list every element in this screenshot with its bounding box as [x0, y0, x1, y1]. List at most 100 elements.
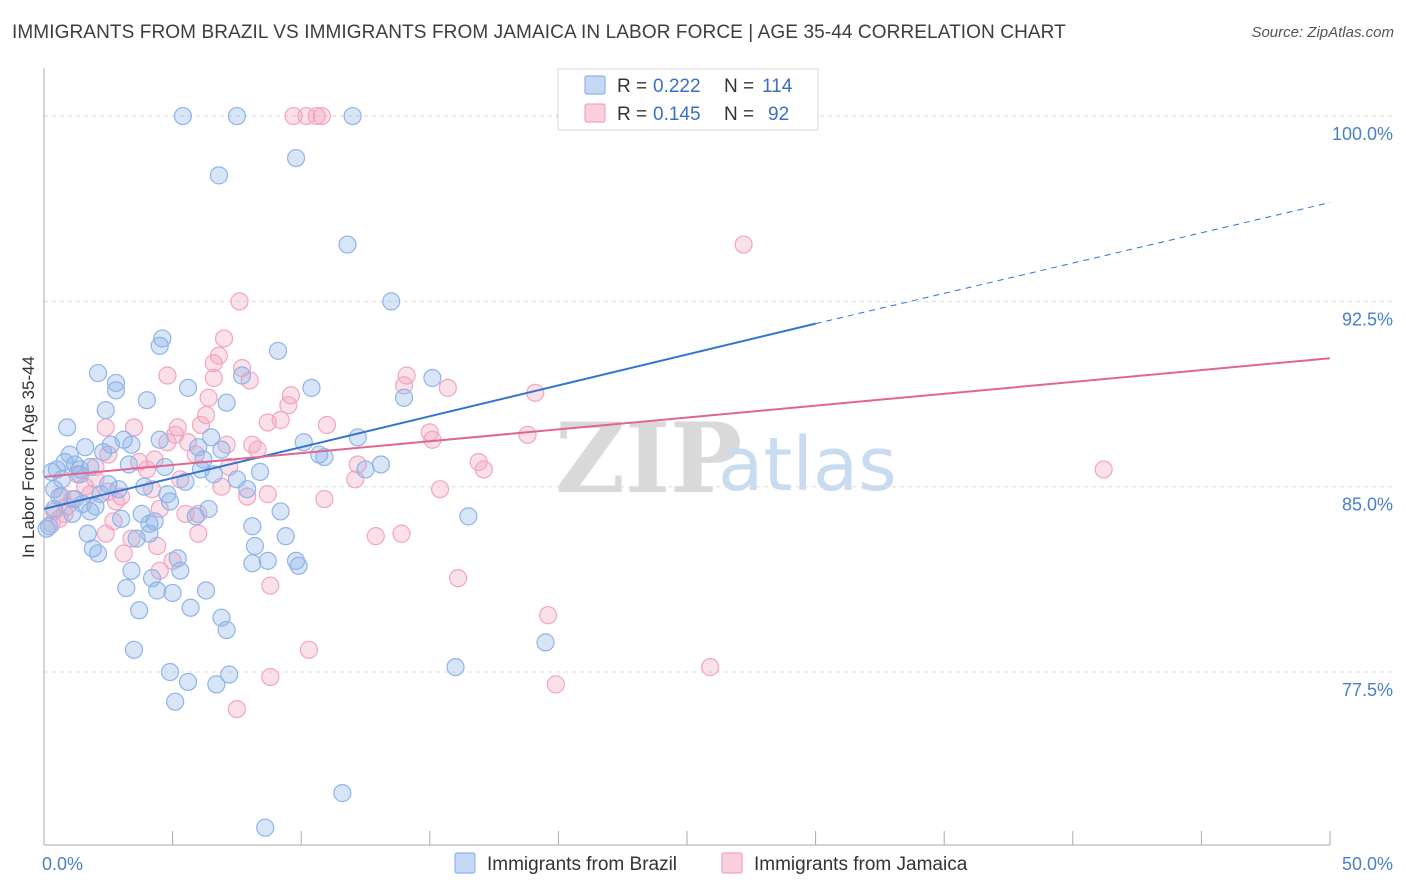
point-jamaica-42: [474, 460, 493, 479]
point-brazil-82: [536, 633, 555, 652]
point-jamaica-55: [430, 480, 450, 499]
point-brazil-107: [371, 455, 391, 474]
y-tick-label-3: 77.5%: [1342, 680, 1393, 700]
point-jamaica-3: [312, 106, 331, 126]
point-jamaica-35: [217, 435, 236, 454]
legend-r-value-jamaica: 0.145: [653, 104, 701, 125]
point-brazil-113: [199, 499, 218, 519]
point-jamaica-2: [307, 106, 326, 126]
point-brazil-91: [256, 818, 275, 837]
bottom-legend-swatch-brazil: [454, 852, 476, 874]
y-tick-label-0: 100.0%: [1332, 124, 1393, 144]
point-jamaica-20: [279, 396, 298, 415]
y-axis-label: In Labor Force | Age 35-44: [19, 356, 38, 558]
watermark-atlas: atlas: [718, 422, 897, 508]
point-jamaica-76: [539, 606, 558, 625]
y-tick-label-1: 92.5%: [1342, 309, 1393, 329]
point-brazil-54: [45, 499, 64, 519]
point-brazil-50: [160, 492, 180, 511]
point-brazil-76: [196, 581, 216, 600]
point-brazil-21: [394, 388, 414, 407]
point-brazil-12: [232, 366, 252, 385]
point-brazil-70: [289, 556, 308, 575]
point-jamaica-80: [546, 675, 565, 694]
bottom-legend-label-brazil: Immigrants from Brazil: [487, 854, 677, 875]
point-brazil-74: [117, 578, 136, 598]
series-brazil-points: [37, 106, 594, 837]
point-brazil-109: [63, 504, 82, 523]
y-tick-labels: 100.0% 92.5% 85.0% 77.5%: [1332, 124, 1393, 700]
point-brazil-101: [76, 438, 95, 457]
point-brazil-88: [207, 675, 226, 694]
point-brazil-63: [83, 539, 102, 558]
trend-lines: [43, 202, 1331, 510]
point-jamaica-21: [196, 405, 216, 425]
point-jamaica-60: [55, 504, 74, 523]
point-brazil-22: [58, 418, 77, 437]
point-brazil-78: [130, 601, 149, 620]
point-brazil-58: [243, 517, 262, 536]
legend-n-label-brazil: N =: [724, 76, 754, 97]
point-brazil-42: [356, 460, 375, 479]
point-jamaica-26: [317, 415, 337, 435]
point-jamaica-54: [315, 489, 334, 509]
point-brazil-19: [96, 401, 115, 420]
legend-n-value-brazil: 114: [762, 76, 793, 97]
point-jamaica-77: [299, 640, 319, 659]
point-brazil-87: [178, 672, 198, 692]
watermark: ZIP atlas: [555, 402, 897, 515]
point-jamaica-91: [122, 529, 141, 548]
point-brazil-68: [258, 551, 277, 570]
point-jamaica-32: [518, 425, 537, 444]
point-jamaica-67: [189, 524, 208, 543]
point-brazil-13: [302, 378, 321, 397]
point-jamaica-1: [297, 106, 316, 126]
point-jamaica-62: [189, 504, 208, 523]
point-jamaica-5: [734, 235, 753, 254]
point-brazil-97: [112, 509, 131, 528]
chart-title: IMMIGRANTS FROM BRAZIL VS IMMIGRANTS FRO…: [12, 22, 1066, 43]
trend-line-jamaica: [43, 357, 1331, 478]
point-brazil-4: [286, 148, 306, 168]
point-brazil-106: [276, 527, 295, 546]
bottom-legend: Immigrants from Brazil Immigrants from J…: [454, 852, 968, 875]
point-brazil-25: [150, 430, 169, 449]
point-jamaica-23: [258, 413, 277, 432]
point-brazil-27: [122, 435, 141, 454]
point-brazil-10: [268, 341, 288, 360]
point-brazil-85: [160, 662, 180, 682]
point-brazil-15: [423, 368, 442, 388]
point-jamaica-9: [204, 354, 223, 373]
point-brazil-20: [217, 393, 236, 412]
point-brazil-2: [343, 106, 362, 126]
point-jamaica-6: [230, 292, 249, 311]
point-brazil-11: [88, 363, 108, 383]
bottom-legend-label-jamaica: Immigrants from Jamaica: [754, 854, 968, 875]
point-brazil-17: [137, 391, 156, 410]
point-jamaica-19: [199, 388, 218, 407]
trend-line-brazil: [43, 322, 816, 510]
point-brazil-5: [209, 166, 228, 185]
point-brazil-83: [124, 640, 144, 659]
point-brazil-110: [94, 443, 113, 462]
point-brazil-84: [446, 657, 465, 677]
point-jamaica-25: [191, 415, 210, 435]
point-brazil-32: [315, 447, 334, 467]
point-brazil-8: [153, 329, 172, 348]
point-brazil-79: [181, 598, 200, 617]
point-brazil-16: [106, 381, 126, 400]
point-jamaica-15: [394, 376, 414, 395]
point-brazil-100: [55, 452, 74, 472]
point-brazil-96: [271, 502, 290, 521]
point-brazil-108: [42, 462, 61, 481]
point-brazil-75: [148, 581, 167, 600]
point-brazil-23: [202, 428, 221, 447]
legend-r-value-brazil: 0.222: [653, 76, 701, 97]
point-brazil-6: [338, 235, 357, 254]
point-brazil-1: [227, 106, 246, 126]
point-jamaica-81: [227, 699, 246, 719]
point-brazil-60: [459, 507, 478, 526]
point-jamaica-74: [448, 569, 468, 588]
point-jamaica-65: [42, 514, 61, 533]
point-brazil-90: [333, 784, 352, 803]
